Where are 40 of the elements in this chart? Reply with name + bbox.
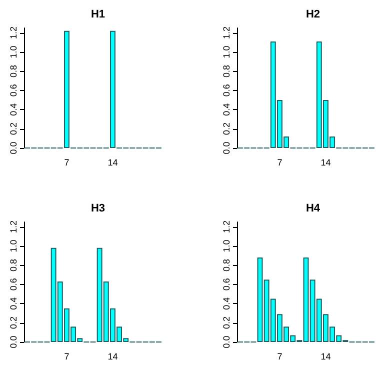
y-tick-label: 0.8 [8,258,18,272]
y-tick-label: 0.2 [8,316,18,330]
y-tick-label: 1.0 [8,240,18,252]
chart-title: H4 [306,202,321,214]
y-tick-label: 0.0 [222,142,232,154]
chart-title: H1 [90,8,106,20]
y-tick-label: 0.0 [8,336,18,348]
chart-title: H2 [306,8,320,20]
y-tick-label: 1.0 [222,240,232,252]
x-tick-label: 14 [320,158,331,168]
y-tick-label: 0.4 [222,103,232,116]
y-tick-label: 0.4 [8,297,18,310]
y-tick-label: 1.2 [8,220,18,234]
y-tick-label: 0.6 [222,278,232,291]
x-tick-label: 7 [277,352,282,362]
x-tick-label: 14 [320,352,331,362]
y-tick-label: 1.2 [222,26,232,40]
y-tick-label: 0.2 [222,316,232,330]
y-tick-label: 0.2 [222,122,232,136]
y-tick-label: 0.4 [222,297,232,310]
y-tick-label: 1.0 [222,46,232,58]
y-tick-label: 1.2 [222,220,232,234]
y-tick-label: 0.8 [222,258,232,272]
chart-title: H3 [90,202,106,214]
y-tick-label: 0.0 [8,142,18,154]
y-tick-label: 0.6 [8,278,18,291]
y-tick-label: 0.8 [8,64,18,78]
y-tick-label: 1.2 [8,26,18,40]
y-tick-label: 0.8 [222,64,232,78]
y-tick-label: 0.0 [222,336,232,348]
y-tick-label: 0.2 [8,122,18,136]
y-tick-label: 1.0 [8,46,18,58]
y-tick-label: 0.6 [8,84,18,97]
y-tick-label: 0.6 [222,84,232,97]
y-tick-label: 0.4 [8,103,18,116]
x-tick-label: 14 [108,352,118,362]
x-tick-label: 7 [64,158,70,168]
x-tick-label: 7 [64,352,70,362]
x-tick-label: 7 [277,158,282,168]
x-tick-label: 14 [108,158,118,168]
